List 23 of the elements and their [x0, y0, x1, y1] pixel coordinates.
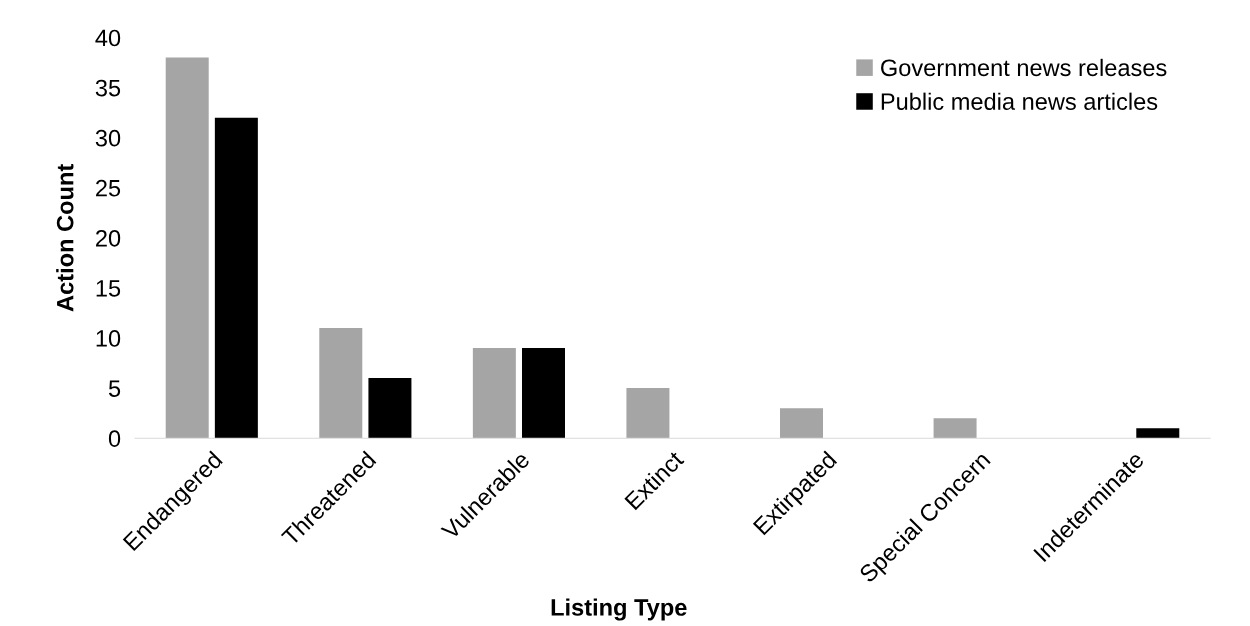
bar	[933, 418, 977, 439]
y-tick-label: 30	[95, 129, 121, 147]
bar	[780, 408, 823, 439]
y-tick-label: 10	[96, 330, 121, 347]
bar	[368, 378, 412, 439]
bar	[319, 328, 363, 439]
y-tick-label: 25	[96, 179, 121, 197]
y-tick-label: 0	[108, 430, 121, 447]
y-tick-label: 5	[108, 380, 121, 397]
y-tick-label: 15	[96, 280, 121, 297]
y-tick-label: 20	[96, 229, 121, 247]
bar	[522, 348, 565, 439]
bar	[214, 117, 258, 439]
bar	[626, 388, 670, 439]
bar	[1136, 428, 1180, 439]
y-tick-label: 35	[95, 79, 121, 97]
bar	[472, 348, 516, 439]
x-axis-title: Listing Type	[551, 598, 687, 621]
legend-label: Government news releases	[881, 58, 1167, 77]
bar	[165, 57, 209, 439]
y-axis-title: Action Count	[56, 164, 74, 312]
legend-label: Public media news articles	[881, 92, 1158, 110]
y-tick-label: 40	[95, 29, 121, 47]
